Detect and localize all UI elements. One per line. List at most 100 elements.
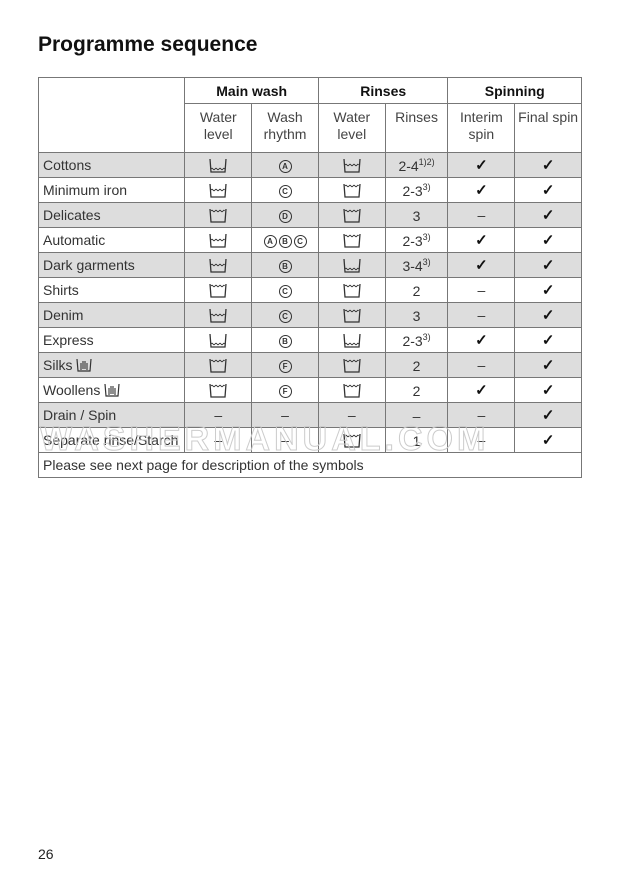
rinses-value: 2-4 [398, 157, 419, 174]
wash-rhythm-a-icon: A [263, 234, 277, 248]
rinses-value: 2 [412, 382, 421, 399]
dash: – [214, 407, 223, 423]
wash-rhythm: C [251, 177, 319, 203]
final-spin: ✓ [514, 377, 582, 403]
programme-table: Main wash Rinses Spinning Water level Wa… [37, 77, 582, 478]
subheader: Interim spin [447, 103, 516, 153]
rinse-water-level [317, 227, 386, 253]
wash-rhythm: F [251, 352, 319, 378]
rinses-count: 2-33) [384, 327, 449, 353]
subheader: Final spin [514, 103, 582, 153]
main-wash-water-level [184, 377, 253, 403]
check-icon: ✓ [475, 157, 488, 174]
final-spin: ✓ [514, 177, 582, 203]
interim-spin: – [447, 202, 516, 228]
dash: – [281, 432, 289, 448]
wash-rhythm-d-icon: D [278, 209, 292, 223]
wash-rhythm: D [251, 202, 319, 228]
header-row-1: Main wash Rinses Spinning [37, 77, 582, 153]
dash: – [477, 407, 486, 423]
rinse-water-level [317, 277, 386, 303]
rinses-value: 3 [412, 207, 421, 224]
check-icon: ✓ [475, 182, 488, 199]
final-spin: ✓ [514, 252, 582, 278]
programme-cell: Denim [37, 302, 186, 328]
rinses-value: 2 [412, 282, 421, 299]
main-wash-water-level [184, 302, 253, 328]
table-row: Separate rinse/Starch – – 1 – ✓ [37, 427, 582, 453]
interim-spin: ✓ [447, 377, 516, 403]
rinses-count: 3-43) [384, 252, 449, 278]
dash: – [477, 432, 486, 448]
water-level-low-icon [209, 334, 227, 349]
page-number: 26 [38, 846, 54, 862]
rinses-count: 1 [384, 427, 449, 453]
check-icon: ✓ [541, 207, 555, 224]
dash: – [347, 407, 356, 423]
subheader: Rinses [384, 103, 449, 153]
rinse-water-level [317, 427, 386, 453]
wash-rhythm-f-icon: F [278, 359, 292, 373]
programme-name: Drain / Spin [43, 407, 117, 423]
programme-cell: Automatic [37, 227, 186, 253]
water-level-low-icon [343, 259, 361, 274]
dash: – [477, 357, 486, 373]
programme-name: Separate rinse/Starch [43, 432, 179, 448]
programme-cell: Delicates [37, 202, 186, 228]
check-icon: ✓ [541, 407, 555, 424]
water-level-high-icon [343, 384, 361, 399]
water-level-low-icon [209, 159, 227, 174]
interim-spin: – [447, 427, 516, 453]
interim-spin: – [447, 402, 516, 428]
wash-rhythm: F [251, 377, 319, 403]
handwash-icon [104, 383, 120, 397]
rinses-count: 3 [384, 302, 449, 328]
programme-cell: Separate rinse/Starch [37, 427, 186, 453]
footnote-ref: 3) [422, 331, 431, 342]
wash-rhythm: B [251, 327, 319, 353]
rinse-water-level [317, 327, 386, 353]
check-icon: ✓ [475, 232, 488, 249]
programme-name: Shirts [43, 282, 79, 298]
main-wash-water-level [184, 327, 253, 353]
water-level-high-icon [209, 284, 227, 299]
final-spin: ✓ [514, 302, 582, 328]
rinses-value: 1 [412, 432, 421, 449]
check-icon: ✓ [475, 382, 488, 399]
water-level-high-icon [343, 284, 361, 299]
subheader: Wash rhythm [251, 103, 319, 153]
interim-spin: – [447, 302, 516, 328]
footnote-ref: 3) [422, 256, 431, 267]
footnote-ref: 3) [422, 181, 431, 192]
rinses-count: 2-33) [384, 227, 449, 253]
wash-rhythm: C [251, 277, 319, 303]
dash: – [477, 307, 486, 323]
check-icon: ✓ [541, 232, 555, 249]
check-icon: ✓ [475, 332, 488, 349]
final-spin: ✓ [514, 427, 582, 453]
check-icon: ✓ [541, 182, 555, 199]
check-icon: ✓ [541, 282, 555, 299]
dash: – [214, 432, 223, 448]
rinses-count: 3 [384, 202, 449, 228]
check-icon: ✓ [541, 382, 555, 399]
wash-rhythm-b-icon: B [278, 334, 292, 348]
footer-row: Please see next page for description of … [38, 452, 582, 478]
rinse-water-level [317, 377, 386, 403]
wash-rhythm: – [251, 427, 319, 453]
header-row-2: Water level Wash rhythm Water level Rins… [39, 103, 582, 153]
check-icon: ✓ [475, 257, 488, 274]
programme-name: Woollens [43, 382, 101, 398]
rinses-value: 2-3 [402, 332, 423, 349]
water-level-medium-icon [343, 159, 361, 174]
programme-cell: Express [37, 327, 186, 353]
programme-cell: Drain / Spin [37, 402, 186, 428]
water-level-medium-icon [209, 184, 227, 199]
header-main-wash: Main wash [184, 77, 319, 104]
water-level-medium-icon [209, 234, 227, 249]
interim-spin: ✓ [447, 327, 516, 353]
rinses-count: 2-33) [384, 177, 449, 203]
programme-name: Automatic [43, 232, 106, 248]
wash-rhythm-c-icon: C [293, 234, 307, 248]
footer-note: Please see next page for description of … [38, 452, 582, 478]
